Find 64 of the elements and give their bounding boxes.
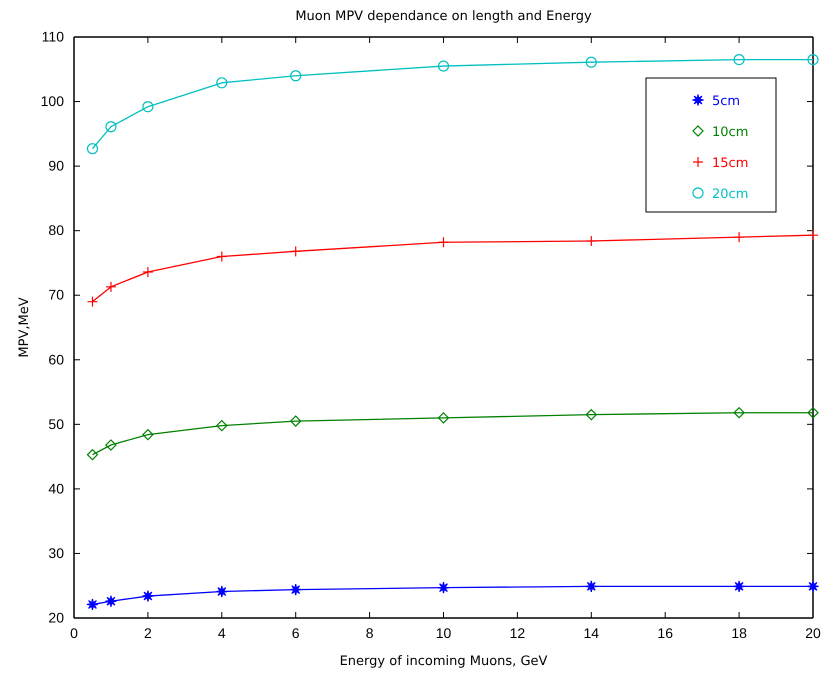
y-axis-title: MPV,MeV xyxy=(17,297,32,358)
point xyxy=(105,439,117,451)
y-tick-label: 90 xyxy=(48,158,64,174)
x-tick-label: 16 xyxy=(657,624,674,641)
legend-label: 5cm xyxy=(712,94,740,109)
x-tick-label: 12 xyxy=(510,624,526,641)
y-tick-label: 100 xyxy=(40,93,64,110)
point xyxy=(806,580,820,592)
point xyxy=(734,54,745,66)
y-tick-label: 50 xyxy=(48,416,64,432)
y-tick-label: 20 xyxy=(48,609,64,626)
y-tick-label: 110 xyxy=(42,28,64,44)
point xyxy=(290,583,302,596)
point xyxy=(105,121,117,132)
point xyxy=(290,416,302,427)
point xyxy=(104,595,118,608)
point xyxy=(142,590,154,602)
point xyxy=(586,56,597,68)
point xyxy=(438,60,450,72)
legend-label: 20cm xyxy=(712,187,748,202)
point xyxy=(438,236,450,248)
point xyxy=(290,246,302,257)
point xyxy=(807,54,819,66)
point xyxy=(105,281,117,292)
point xyxy=(216,585,228,598)
point xyxy=(733,580,746,592)
point xyxy=(807,230,819,241)
point xyxy=(216,250,228,262)
point xyxy=(586,235,597,247)
point xyxy=(438,412,450,424)
y-tick-label: 30 xyxy=(48,544,64,561)
point xyxy=(290,70,302,82)
legend-label: 10cm xyxy=(712,125,748,140)
point xyxy=(216,77,228,88)
x-tick-label: 2 xyxy=(144,624,152,641)
y-tick-label: 60 xyxy=(48,351,64,368)
y-tick-label: 70 xyxy=(48,286,64,303)
y-tick-label: 40 xyxy=(48,480,64,496)
point xyxy=(437,582,450,594)
x-tick-label: 4 xyxy=(218,624,226,641)
point xyxy=(86,143,98,154)
point xyxy=(807,407,819,418)
point xyxy=(216,420,228,432)
x-tick-label: 18 xyxy=(731,624,748,641)
x-tick-label: 6 xyxy=(292,624,300,641)
x-tick-label: 8 xyxy=(366,624,374,641)
x-tick-label: 20 xyxy=(805,624,821,641)
point xyxy=(86,598,99,611)
x-tick-label: 10 xyxy=(436,624,452,641)
point xyxy=(142,101,154,112)
point xyxy=(86,296,98,308)
point xyxy=(586,409,597,420)
point xyxy=(142,266,154,278)
x-tick-label: 14 xyxy=(584,624,600,641)
point xyxy=(734,232,745,243)
chart-title: Muon MPV dependance on length and Energy xyxy=(295,9,592,24)
y-tick-label: 80 xyxy=(48,222,64,238)
point xyxy=(734,407,745,418)
legend-label: 15cm xyxy=(712,156,748,171)
point xyxy=(86,449,98,460)
point xyxy=(585,580,598,592)
x-tick-label: 0 xyxy=(70,624,78,641)
point xyxy=(142,429,154,440)
x-axis-title: Energy of incoming Muons, GeV xyxy=(340,654,548,669)
